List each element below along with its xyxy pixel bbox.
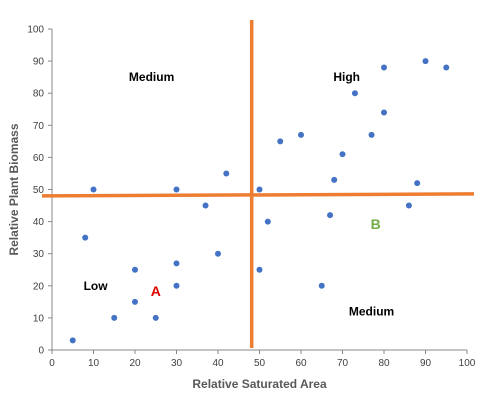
x-tick-label: 30 <box>171 358 183 369</box>
y-tick-label: 90 <box>33 57 45 68</box>
data-point <box>215 250 221 257</box>
data-point <box>90 186 97 193</box>
y-tick-label: 30 <box>33 249 45 260</box>
x-tick-label: 40 <box>212 358 224 369</box>
data-point <box>327 212 334 219</box>
data-point <box>256 186 263 193</box>
data-point <box>82 234 89 241</box>
data-point <box>298 131 304 138</box>
data-point <box>173 282 180 289</box>
data-point <box>351 90 358 97</box>
y-tick-label: 10 <box>33 313 45 324</box>
data-point <box>132 266 138 273</box>
y-tick-label: 20 <box>33 281 45 292</box>
point-label-a: A <box>151 283 161 299</box>
y-tick-label: 60 <box>33 153 45 164</box>
data-point <box>422 58 429 65</box>
axes <box>48 28 468 354</box>
x-tick-label: 0 <box>49 358 55 369</box>
x-tick-label: 60 <box>295 358 307 369</box>
data-point <box>152 314 159 321</box>
x-tick-label: 100 <box>459 358 476 369</box>
data-point <box>331 176 338 183</box>
data-point <box>264 218 271 225</box>
x-tick-label: 10 <box>88 358 100 369</box>
y-tick-label: 0 <box>38 346 44 357</box>
quadrant-label: Medium <box>349 304 394 318</box>
y-axis-title: Relative Plant Biomass <box>7 123 21 255</box>
data-point <box>339 151 346 158</box>
data-point <box>111 314 118 321</box>
data-point <box>223 170 230 177</box>
data-points <box>69 58 450 344</box>
data-point <box>381 109 387 116</box>
point-label-b: B <box>371 216 381 232</box>
data-point <box>173 260 180 267</box>
x-tick-label: 50 <box>254 358 266 369</box>
quadrant-label: High <box>333 70 360 84</box>
quadrant-label: Medium <box>129 70 174 84</box>
y-tick-label: 50 <box>33 185 45 196</box>
x-tick-label: 90 <box>420 358 432 369</box>
data-point <box>381 64 387 71</box>
annotations: Medium High Low Medium A B <box>84 70 395 318</box>
data-point <box>173 186 180 193</box>
data-point <box>368 131 375 138</box>
data-point <box>256 266 263 273</box>
y-tick-label: 40 <box>33 217 45 228</box>
y-tick-label: 80 <box>33 89 45 100</box>
data-point <box>318 282 325 289</box>
x-tick-label: 80 <box>378 358 390 369</box>
data-point <box>443 64 450 71</box>
data-point <box>277 138 284 145</box>
horizontal-divider-line <box>41 192 475 198</box>
tick-labels: 0 10 20 30 40 50 60 70 80 90 100 0 10 20 30 40 50 60 70 80 9… <box>27 25 475 370</box>
quadrant-dividers <box>41 20 475 348</box>
x-tick-label: 70 <box>337 358 349 369</box>
data-point <box>69 337 76 344</box>
data-point <box>202 202 209 209</box>
data-point <box>405 202 412 209</box>
quadrant-label: Low <box>84 279 109 293</box>
y-tick-label: 100 <box>27 25 44 36</box>
data-point <box>414 180 421 187</box>
x-axis-title: Relative Saturated Area <box>192 377 327 391</box>
x-tick-label: 20 <box>129 358 141 369</box>
y-tick-label: 70 <box>33 121 45 132</box>
data-point <box>132 298 138 305</box>
